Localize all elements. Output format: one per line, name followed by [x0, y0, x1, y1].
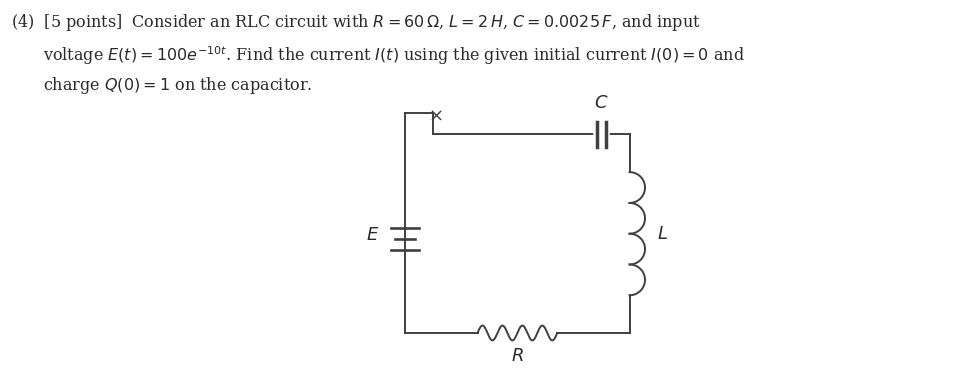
Text: charge $Q(0) = 1$ on the capacitor.: charge $Q(0) = 1$ on the capacitor. [43, 75, 312, 96]
Text: $R$: $R$ [511, 347, 524, 365]
Text: $E$: $E$ [366, 226, 379, 244]
Text: $\times$: $\times$ [428, 107, 443, 125]
Text: voltage $E(t) = 100e^{-10t}$. Find the current $I(t)$ using the given initial cu: voltage $E(t) = 100e^{-10t}$. Find the c… [43, 44, 745, 67]
Text: (4)  [5 points]  Consider an RLC circuit with $R = 60\,\Omega$, $L = 2\,H$, $C =: (4) [5 points] Consider an RLC circuit w… [11, 12, 701, 33]
Text: $C$: $C$ [594, 93, 609, 112]
Text: $L$: $L$ [657, 225, 668, 243]
